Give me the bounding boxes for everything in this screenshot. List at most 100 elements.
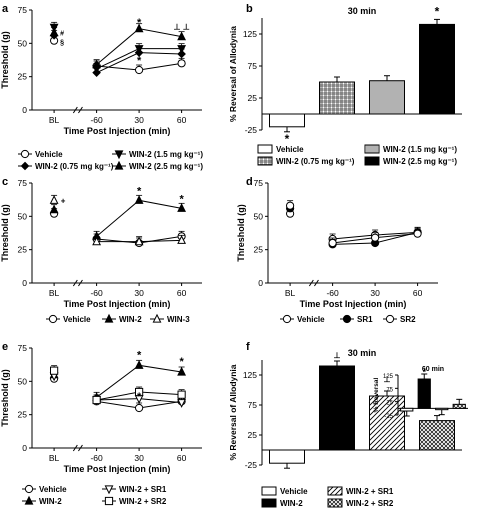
legend-label-e: WIN-2 + SR2 <box>119 497 167 506</box>
data-point-d-2 <box>371 233 380 242</box>
legend-swatch <box>327 498 343 508</box>
y-tick-label-c: 50 <box>18 211 28 221</box>
y-tick-label-b: 75 <box>248 61 258 71</box>
legend-marker <box>104 485 114 495</box>
x-tick-label-d: BL <box>285 288 296 298</box>
significance-symbol-a: # <box>60 31 64 38</box>
x-axis-title-d: Time Post Injection (min) <box>300 299 407 309</box>
legend-swatch <box>364 144 380 154</box>
legend-label-b: WIN-2 (1.5 mg kg⁻¹) <box>383 145 457 154</box>
data-point-a-3 <box>134 23 144 33</box>
x-tick-label-c: 30 <box>134 288 144 298</box>
y-tick-label-b: 125 <box>243 29 257 39</box>
x-tick-label-c: -60 <box>90 288 103 298</box>
bar-f-0 <box>269 449 305 464</box>
legend-label-e: WIN-2 + SR1 <box>119 485 167 494</box>
y-tick-label-a: 75 <box>18 5 28 15</box>
data-point-c-1 <box>177 203 187 212</box>
significance-star-b: * <box>285 132 290 146</box>
legend-label-c: Vehicle <box>63 315 91 324</box>
y-tick-label-d: 0 <box>258 278 263 288</box>
legend-swatch <box>257 156 273 166</box>
legend-marker <box>114 150 124 160</box>
legend-label-d: SR1 <box>357 315 373 324</box>
y-tick-label-f: 125 <box>243 370 257 380</box>
legend-label-a: WIN-2 (2.5 mg kg⁻¹) <box>129 162 203 171</box>
legend-marker <box>114 160 124 170</box>
data-point-e-3 <box>50 366 59 375</box>
chart-title-b: 30 min <box>348 6 377 16</box>
panel-label-d: d <box>246 176 253 188</box>
data-point-d-2 <box>328 238 337 248</box>
y-axis-title-c: Threshold (g) <box>0 204 10 262</box>
x-tick-label-d: 30 <box>370 288 380 298</box>
y-tick-label-f: 75 <box>248 400 258 410</box>
legend-label-c: WIN-3 <box>167 315 190 324</box>
bar-b-2 <box>369 80 405 115</box>
data-point-a-3 <box>92 59 102 69</box>
data-point-e-3 <box>135 387 144 397</box>
x-tick-label-d: -60 <box>326 288 339 298</box>
legend-label-f: Vehicle <box>280 487 308 496</box>
significance-star-a: * <box>137 55 142 67</box>
significance-star-b: * <box>435 4 440 18</box>
legend-swatch <box>327 486 343 496</box>
legend-swatch <box>261 486 277 496</box>
x-tick-label-e: BL <box>49 453 60 463</box>
data-point-c-1 <box>49 204 59 214</box>
data-point-e-2 <box>177 399 187 408</box>
bar-f-inset-0 <box>400 407 414 412</box>
x-axis-title-c: Time Post Injection (min) <box>64 299 171 309</box>
bar-b-1 <box>319 81 355 115</box>
legend-marker <box>385 314 395 324</box>
legend-label-f: WIN-2 + SR1 <box>346 487 394 496</box>
data-point-c-2 <box>134 236 144 246</box>
significance-star-c: * <box>179 193 184 205</box>
legend-swatch <box>257 144 273 154</box>
axis-break-a <box>72 106 78 114</box>
x-tick-label-c: 60 <box>177 288 187 298</box>
legend-marker <box>24 484 34 494</box>
significance-star-c: * <box>137 185 142 197</box>
y-axis-title-f-inset: % Reversal <box>373 377 380 412</box>
x-tick-label-e: 30 <box>134 453 144 463</box>
y-tick-label-a: 25 <box>18 72 28 82</box>
y-tick-label-d: 50 <box>254 211 264 221</box>
legend-label-e: Vehicle <box>39 485 67 494</box>
legend-label-b: WIN-2 (2.5 mg kg⁻¹) <box>383 157 457 166</box>
axis-break-e <box>72 444 78 452</box>
data-point-c-2 <box>92 236 102 246</box>
panel-label-b: b <box>246 3 253 15</box>
legend-marker <box>282 314 292 324</box>
data-point-a-3 <box>49 27 59 37</box>
significance-bar-f: ⊥ <box>384 375 391 384</box>
legend-label-f: WIN-2 <box>280 499 303 508</box>
legend-label-a: WIN-2 (1.5 mg kg⁻¹) <box>129 150 203 159</box>
y-tick-label-a: 50 <box>18 38 28 48</box>
significance-star-e: * <box>137 349 142 361</box>
y-tick-label-e: 75 <box>18 343 28 353</box>
legend-label-b: WIN-2 (0.75 mg kg⁻¹) <box>276 157 355 166</box>
legend-label-c: WIN-2 <box>119 315 142 324</box>
bar-b-0 <box>269 113 305 128</box>
y-tick-label-e: 0 <box>22 443 27 453</box>
legend-label-d: SR2 <box>400 315 416 324</box>
significance-star-a: * <box>137 17 142 29</box>
legend-marker <box>24 495 34 505</box>
chart-title-f: 30 min <box>348 348 377 358</box>
x-axis-title-e: Time Post Injection (min) <box>64 464 171 474</box>
x-tick-label-e: -60 <box>90 453 103 463</box>
data-point-c-1 <box>134 195 144 204</box>
axis-break-a <box>78 106 83 114</box>
panel-label-c: c <box>2 176 8 188</box>
x-tick-label-e: 60 <box>177 453 187 463</box>
legend-swatch <box>261 498 277 508</box>
significance-star-e: * <box>137 391 142 403</box>
data-point-d-2 <box>413 229 422 238</box>
y-axis-title-b: % Reversal of Allodynia <box>228 26 238 122</box>
legend-marker <box>48 314 58 324</box>
y-tick-label-f: -25 <box>245 460 258 470</box>
y-tick-label-e: 25 <box>18 410 28 420</box>
data-point-e-3 <box>92 395 101 405</box>
